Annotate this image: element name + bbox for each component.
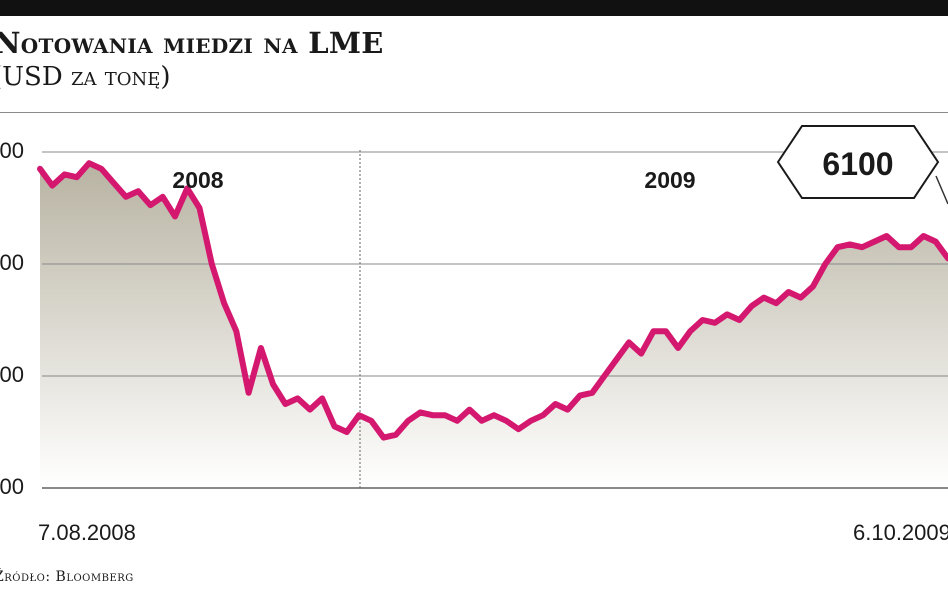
callout-label: 6100 (822, 146, 893, 182)
chart-subtitle: (USD za tonę) (0, 62, 171, 92)
top-bar (0, 0, 948, 16)
callout-leader (935, 175, 948, 205)
header-rule (0, 112, 948, 113)
y-tick-label: 4000 (0, 362, 24, 387)
year-label: 2009 (644, 167, 695, 193)
chart-title: Notowania miedzi na LME (0, 26, 384, 60)
x-start-label: 7.08.2008 (38, 520, 136, 545)
y-tick-label: 6000 (0, 250, 24, 275)
y-tick-label: 2000 (0, 474, 24, 499)
year-label: 2008 (172, 167, 223, 193)
area-fill (40, 163, 948, 488)
source-note: Źródło: Bloomberg (0, 569, 134, 585)
x-end-label: 6.10.2009 (853, 520, 948, 545)
y-tick-label: 8000 (0, 138, 24, 163)
callout-badge (776, 125, 940, 199)
price-line (37, 160, 948, 441)
